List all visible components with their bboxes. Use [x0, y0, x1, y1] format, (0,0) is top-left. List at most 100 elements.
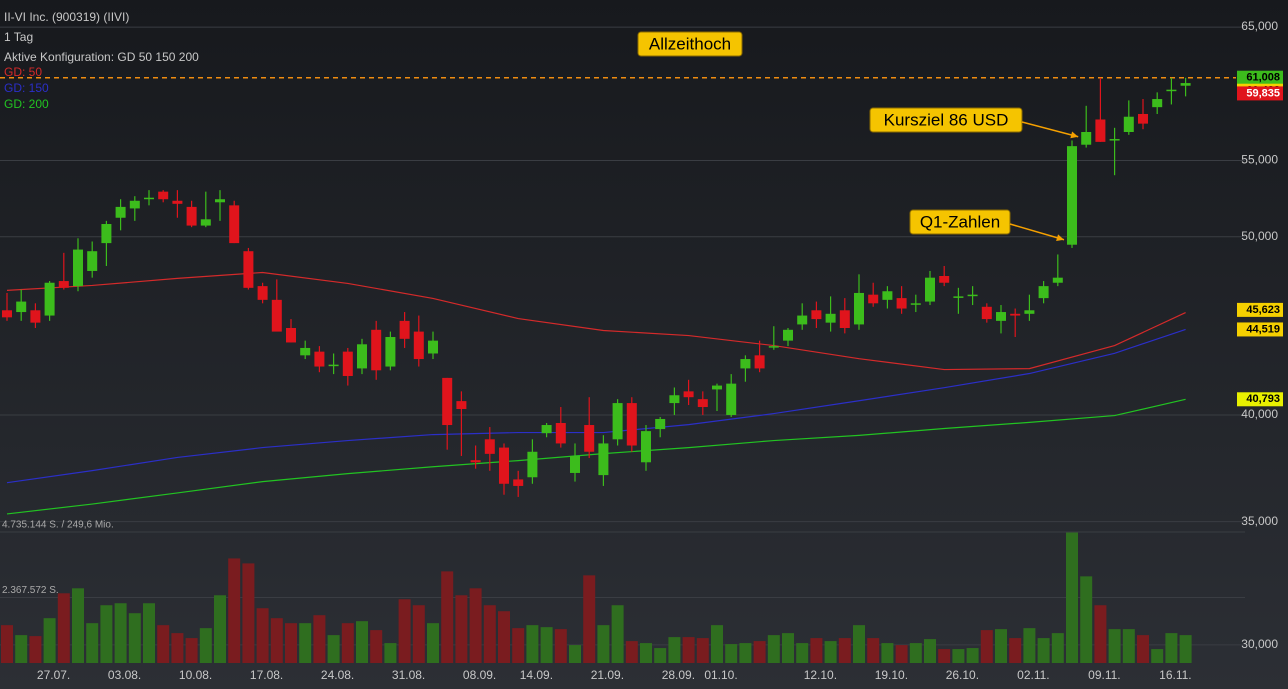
volume-bar — [526, 625, 539, 663]
volume-bar — [299, 623, 312, 663]
volume-bar — [341, 623, 354, 663]
volume-bar — [143, 603, 155, 663]
candle-body — [541, 425, 552, 434]
y-tick-label: 65,000 — [1241, 19, 1278, 33]
volume-bar — [1009, 638, 1022, 663]
y-tick-label: 30,000 — [1241, 637, 1278, 651]
volume-bar — [128, 613, 141, 663]
volume-bar — [980, 630, 993, 663]
candle-body — [712, 385, 722, 390]
x-tick-label: 28.09. — [662, 668, 695, 682]
y-tick-label: 55,000 — [1241, 153, 1278, 167]
volume-bar — [569, 645, 581, 663]
legend-entry: GD: 150 — [4, 81, 49, 95]
x-tick-label: 24.08. — [321, 668, 354, 682]
x-tick-label: 27.07. — [37, 668, 70, 682]
annotation: Q1-Zahlen — [920, 212, 1000, 231]
candle-body — [271, 299, 282, 332]
price-badge — [1237, 70, 1283, 85]
price-badge-label: 59,835 — [1246, 87, 1280, 99]
x-tick-label: 03.08. — [108, 668, 141, 682]
arrow-head — [1056, 234, 1064, 242]
volume-bar — [1165, 633, 1178, 663]
y-tick-label: 35,000 — [1241, 514, 1278, 528]
moving-average — [6, 271, 1186, 371]
candle-body — [1109, 139, 1120, 141]
candle-body — [470, 460, 481, 463]
volume-bar — [696, 638, 709, 663]
candle-body — [996, 312, 1006, 321]
volume-bar — [43, 618, 56, 663]
volume-bar — [867, 638, 880, 663]
candle-body — [442, 377, 453, 426]
annotation-box — [869, 107, 1023, 133]
candle-body — [399, 320, 410, 339]
volume-bar — [583, 575, 596, 663]
candle-body — [115, 206, 126, 218]
subtitle: 1 Tag — [4, 30, 33, 44]
volume-bar — [909, 643, 922, 663]
candle-body — [939, 275, 950, 283]
volume-bar — [157, 625, 170, 663]
candle-body — [16, 301, 27, 313]
legend-entry: GD: 200 — [4, 97, 49, 111]
volume-bar — [228, 558, 241, 663]
candle-body — [1010, 313, 1021, 316]
volume-bar — [810, 638, 823, 663]
volume-bar — [924, 639, 936, 663]
volume-bar — [1094, 605, 1107, 663]
x-tick-label: 19.10. — [875, 668, 908, 682]
candle-body — [513, 479, 524, 486]
annotation-arrow — [1021, 121, 1079, 138]
annotation-arrow — [1009, 223, 1065, 241]
volume-bar — [1151, 649, 1164, 663]
candle-body — [484, 439, 495, 454]
candle-body — [584, 425, 595, 452]
candle-body — [158, 191, 169, 200]
volume-bar — [640, 643, 652, 663]
candle-body — [44, 282, 55, 316]
candle-body — [811, 310, 822, 320]
annotation: Kursziel 86 USD — [884, 110, 1009, 129]
volume-bar — [824, 641, 837, 663]
candle-body — [286, 328, 296, 343]
candle-body — [342, 351, 353, 376]
volume-bar — [455, 595, 468, 663]
candle-body — [967, 294, 978, 297]
volume-bar — [171, 633, 184, 663]
annotation-box — [637, 31, 743, 57]
candle-body — [73, 249, 83, 287]
volume-bar — [1080, 576, 1093, 663]
volume-bar — [881, 643, 894, 663]
price-badge — [1237, 392, 1283, 407]
candle-body — [1081, 132, 1092, 145]
volume-bar — [739, 643, 752, 663]
candle-body — [598, 443, 609, 476]
volume-bar — [966, 648, 979, 663]
x-tick-label: 09.11. — [1088, 668, 1120, 682]
volume-bar — [711, 625, 723, 663]
x-tick-label: 26.10. — [946, 668, 979, 682]
candle-body — [555, 423, 566, 444]
volume-bar — [1122, 629, 1135, 663]
candle-body — [981, 306, 992, 320]
volume-bar — [256, 608, 269, 663]
volume-bar — [214, 595, 226, 663]
x-tick-label: 01.10. — [704, 668, 737, 682]
price-badge-label: 44,519 — [1246, 323, 1280, 335]
volume-bar — [512, 628, 525, 663]
candle-body — [144, 197, 154, 200]
candle-body — [1123, 116, 1134, 133]
volume-bar — [540, 627, 553, 663]
candle-body — [357, 344, 367, 369]
volume-bar — [1037, 638, 1050, 663]
candle-body — [215, 199, 225, 203]
volume-bar — [668, 637, 681, 663]
candle-body — [726, 383, 737, 415]
candle-body — [456, 401, 467, 410]
volume-bar — [753, 641, 766, 663]
volume-bar — [625, 641, 638, 663]
candle-body — [655, 418, 666, 430]
